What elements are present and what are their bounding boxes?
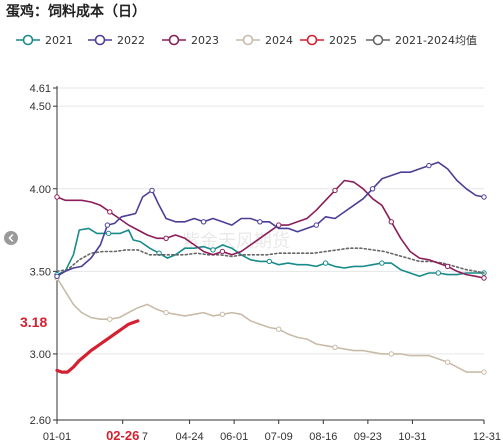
y-tick-label: 4.00 [30,184,51,196]
x-tick-label: 10-31 [398,431,426,443]
x-tick-label-highlight: 02-26 [106,428,139,443]
chart-title: 蛋鸡：饲料成本（日） [6,3,146,20]
data-point [257,219,263,225]
legend-swatch-marker [168,34,180,46]
series-2024 [54,275,487,375]
data-point [276,326,282,332]
scroll-handle-circle[interactable] [4,231,18,245]
legend-label: 2022 [117,34,145,47]
data-point [369,186,376,192]
data-point [322,260,329,266]
series-line [56,277,485,373]
legend-label: 2023 [191,34,219,47]
data-point [444,359,451,365]
series-line [56,227,485,278]
legend-label: 2021-2024均值 [395,34,477,47]
data-point [444,263,451,270]
data-point [388,351,394,357]
data-point [54,194,60,200]
legend-swatch-marker [306,34,318,46]
data-point [149,187,155,194]
data-point [435,270,441,276]
x-axis-ticks: 01-01 02-26 04-24 06-01 07-09 08-16 09-23 10-31… [43,420,501,443]
data-point [210,247,216,253]
data-point [163,235,169,242]
x-tick-label: 01-01 [43,431,71,443]
series-2023 [54,179,487,281]
data-point [313,222,319,228]
gridlines [57,87,484,355]
legend-swatch-marker [242,34,254,46]
data-point [54,273,60,279]
data-point [481,275,487,281]
legend-swatch-marker [94,34,106,46]
series-line [55,319,140,374]
legend[interactable]: 2021 2022 2023 2024 2025 2021-2024均值 [16,34,477,47]
x-tick-label: 04-24 [175,431,203,443]
data-point [332,187,338,194]
data-point [276,222,282,228]
legend-item-2022[interactable]: 2022 [88,34,145,47]
data-point [163,309,169,316]
y-tick-label: 3.50 [30,266,51,278]
series-2021-2024均值 [56,247,485,274]
series-2025 [55,319,140,374]
data-point [105,230,112,237]
legend-swatch-marker [372,34,384,46]
data-point [426,162,432,169]
data-point [481,194,487,200]
legend-label: 2021 [45,34,73,47]
legend-swatch-marker [22,34,34,46]
legend-item-2021[interactable]: 2021 [16,34,73,47]
chevron-left-icon [8,233,14,243]
data-point [104,222,111,228]
watermark: 紫金天风期货 [182,231,290,252]
latest-value-callout: 3.18 [20,314,47,330]
data-point [200,219,207,225]
y-tick-label: 3.00 [30,349,51,361]
x-tick-label: 08-16 [309,431,337,443]
data-point [379,260,385,266]
legend-label: 2025 [329,34,357,47]
data-point [107,316,113,322]
series-layer [54,161,487,375]
legend-label: 2024 [265,34,293,47]
data-point [332,344,338,350]
axes [56,86,484,421]
series-2022 [54,161,487,279]
data-point [219,311,226,317]
legend-item-2025[interactable]: 2025 [300,34,357,47]
y-tick-label: 2.60 [30,415,51,427]
y-tick-label: 4.61 [30,83,51,95]
series-line [56,247,485,274]
x-tick-label-partial: 7 [142,431,148,443]
data-point [388,219,394,225]
x-tick-label: 07-09 [265,431,293,443]
series-line [56,179,485,279]
x-tick-label: 06-01 [220,431,248,443]
data-point [219,248,226,255]
x-tick-label: 12-31 [473,431,501,443]
data-point [107,209,113,215]
data-point [481,369,487,375]
x-tick-label: 09-23 [354,431,382,443]
data-point [266,258,272,265]
scroll-handle[interactable] [4,231,18,245]
y-tick-label: 4.50 [30,101,51,113]
legend-item-2023[interactable]: 2023 [162,34,219,47]
legend-item-2024[interactable]: 2024 [236,34,293,47]
legend-item-2021-2024均值[interactable]: 2021-2024均值 [366,34,477,47]
y-axis-ticks: 4.61 4.50 4.00 3.50 3.00 2.60 [30,83,57,427]
